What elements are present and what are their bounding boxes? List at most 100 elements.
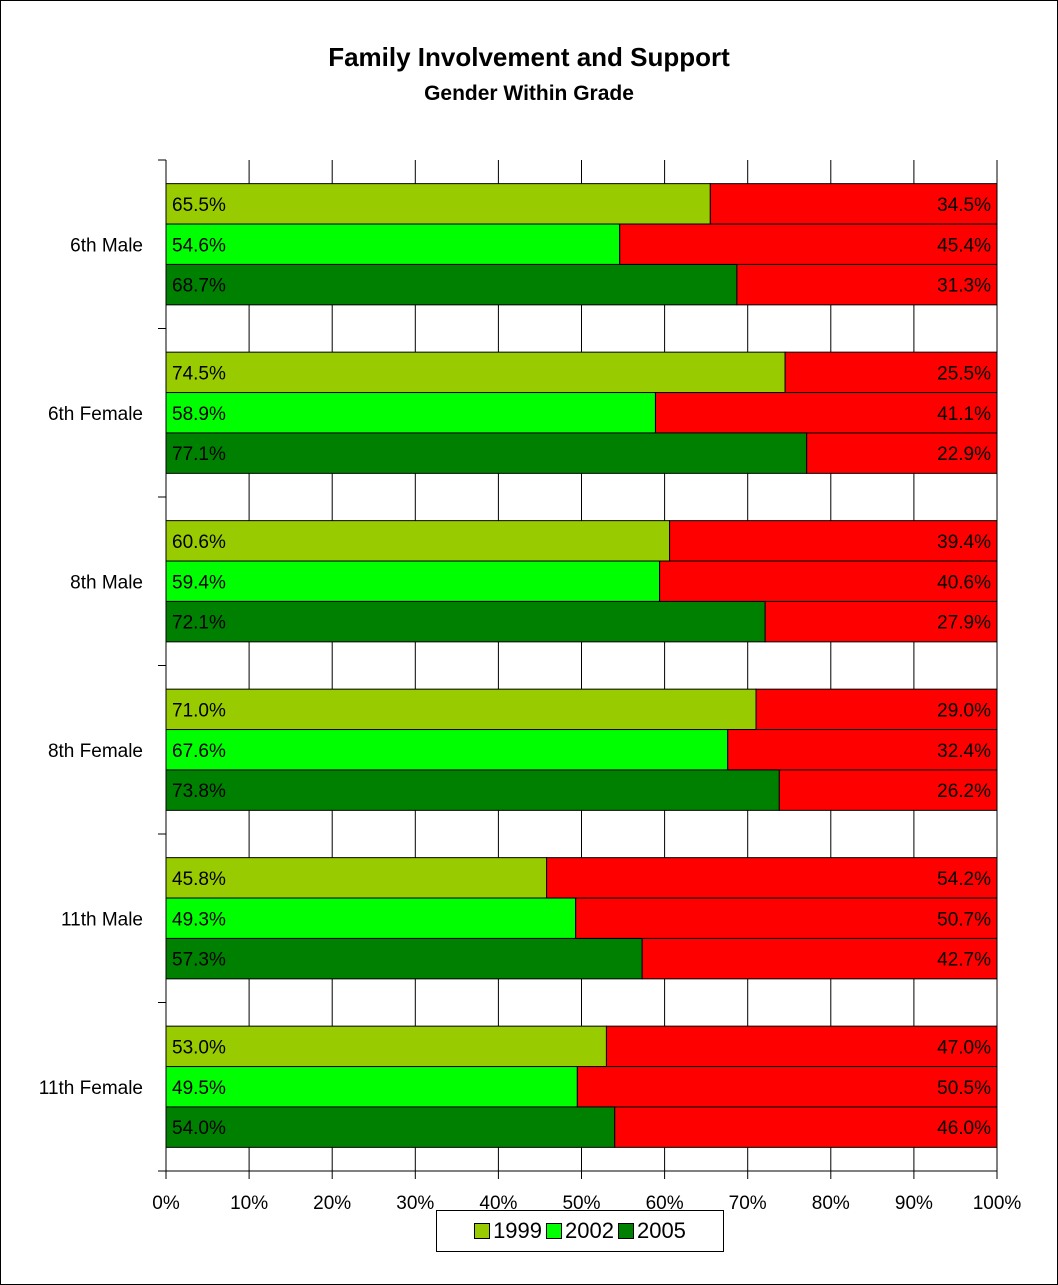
bar-2005-2 <box>165 600 766 643</box>
bar-remainder-2002-0 <box>619 223 998 265</box>
bar-2005-4 <box>165 937 643 980</box>
legend: 1999 2002 2005 <box>436 1210 724 1252</box>
bar-2005-1 <box>165 432 808 474</box>
bar-remainder-1999-0 <box>709 183 998 225</box>
bar-remainder-2002-3 <box>727 729 998 771</box>
bar-remainder-2002-5 <box>576 1066 998 1108</box>
data-label-remainder-1999-0: 34.5% <box>937 195 991 216</box>
data-label-2005-5: 54.0% <box>172 1118 226 1139</box>
data-label-2002-0: 54.6% <box>172 235 226 256</box>
x-tick-label-4: 40% <box>479 1193 517 1214</box>
data-label-2002-4: 49.3% <box>172 909 226 930</box>
legend-item-2002: 2002 <box>546 1218 614 1244</box>
bar-remainder-2002-1 <box>654 392 998 434</box>
data-label-remainder-1999-4: 54.2% <box>937 869 991 890</box>
bar-2002-1 <box>165 392 656 434</box>
bar-remainder-2005-1 <box>806 432 998 474</box>
data-label-remainder-1999-5: 47.0% <box>937 1037 991 1058</box>
x-tick-label-1: 10% <box>230 1193 268 1214</box>
bar-2002-5 <box>165 1066 578 1108</box>
x-tick-label-7: 70% <box>729 1193 767 1214</box>
legend-swatch-1999 <box>474 1223 491 1239</box>
data-label-1999-4: 45.8% <box>172 869 226 890</box>
bar-remainder-1999-3 <box>755 688 998 731</box>
category-label-2: 8th Male <box>70 572 143 593</box>
bar-2005-5 <box>165 1106 616 1148</box>
bar-1999-4 <box>165 857 548 899</box>
data-label-remainder-2002-3: 32.4% <box>937 741 991 762</box>
legend-label-1999: 1999 <box>493 1218 543 1243</box>
chart-title: Family Involvement and Support <box>328 42 730 72</box>
data-label-remainder-2005-1: 22.9% <box>937 444 991 465</box>
x-tick-label-6: 60% <box>646 1193 684 1214</box>
data-label-2005-3: 73.8% <box>172 781 226 802</box>
data-label-2005-0: 68.7% <box>172 276 226 297</box>
data-label-1999-3: 71.0% <box>172 700 226 721</box>
x-tick-label-5: 50% <box>562 1193 600 1214</box>
category-label-0: 6th Male <box>70 235 143 256</box>
legend-item-1999: 1999 <box>474 1218 542 1244</box>
x-tick-label-9: 90% <box>895 1193 933 1214</box>
data-label-2005-2: 72.1% <box>172 613 226 634</box>
bar-2002-3 <box>165 729 729 771</box>
bar-1999-0 <box>165 183 711 225</box>
data-label-remainder-2002-5: 50.5% <box>937 1078 991 1099</box>
bar-1999-1 <box>165 351 786 394</box>
data-label-2005-1: 77.1% <box>172 444 226 465</box>
bar-remainder-2005-0 <box>736 263 998 306</box>
data-label-1999-2: 60.6% <box>172 532 226 553</box>
x-tick-label-3: 30% <box>396 1193 434 1214</box>
legend-item-2005: 2005 <box>617 1218 686 1244</box>
data-label-remainder-2005-3: 26.2% <box>937 781 991 802</box>
bar-remainder-2005-5 <box>614 1106 998 1148</box>
x-tick-label-8: 80% <box>812 1193 850 1214</box>
data-label-remainder-2005-5: 46.0% <box>937 1118 991 1139</box>
bar-1999-3 <box>165 688 757 731</box>
data-label-2002-2: 59.4% <box>172 572 226 593</box>
bar-remainder-1999-5 <box>605 1025 998 1068</box>
data-label-2002-5: 49.5% <box>172 1078 226 1099</box>
bar-2005-3 <box>165 769 780 811</box>
data-label-remainder-2002-2: 40.6% <box>937 572 991 593</box>
category-label-1: 6th Female <box>48 404 143 425</box>
data-label-1999-5: 53.0% <box>172 1037 226 1058</box>
bar-1999-2 <box>165 520 671 562</box>
x-tick-label-0: 0% <box>152 1193 180 1214</box>
data-label-remainder-1999-3: 29.0% <box>937 700 991 721</box>
bar-2005-0 <box>165 263 738 306</box>
data-label-remainder-2005-0: 31.3% <box>937 276 991 297</box>
data-label-1999-0: 65.5% <box>172 195 226 216</box>
data-label-remainder-1999-1: 25.5% <box>937 363 991 384</box>
data-label-2002-3: 67.6% <box>172 741 226 762</box>
bar-remainder-2005-3 <box>778 769 998 811</box>
bar-remainder-2005-2 <box>764 600 998 643</box>
category-label-4: 11th Male <box>61 909 143 930</box>
data-label-2002-1: 58.9% <box>172 404 226 425</box>
legend-swatch-2005 <box>617 1223 634 1239</box>
bar-remainder-2002-2 <box>659 560 998 602</box>
data-label-remainder-2005-4: 42.7% <box>937 950 991 971</box>
bar-remainder-1999-1 <box>784 351 998 394</box>
bar-2002-0 <box>165 223 621 265</box>
bar-2002-2 <box>165 560 661 602</box>
data-label-2005-4: 57.3% <box>172 950 226 971</box>
chart-subtitle: Gender Within Grade <box>424 82 634 105</box>
data-label-remainder-2005-2: 27.9% <box>937 613 991 634</box>
bar-remainder-2002-4 <box>575 897 998 939</box>
data-label-remainder-1999-2: 39.4% <box>937 532 991 553</box>
category-label-3: 8th Female <box>48 741 143 762</box>
bar-1999-5 <box>165 1025 607 1068</box>
legend-label-2002: 2002 <box>565 1218 614 1243</box>
bar-remainder-1999-4 <box>546 857 998 899</box>
data-label-remainder-2002-4: 50.7% <box>937 909 991 930</box>
data-label-remainder-2002-1: 41.1% <box>937 404 991 425</box>
category-label-5: 11th Female <box>39 1078 143 1099</box>
data-label-remainder-2002-0: 45.4% <box>937 235 991 256</box>
bar-2002-4 <box>165 897 577 939</box>
legend-label-2005: 2005 <box>636 1218 686 1243</box>
bar-remainder-1999-2 <box>669 520 998 562</box>
x-tick-label-10: 100% <box>973 1193 1022 1214</box>
legend-swatch-2002 <box>546 1223 563 1239</box>
data-label-1999-1: 74.5% <box>172 363 226 384</box>
